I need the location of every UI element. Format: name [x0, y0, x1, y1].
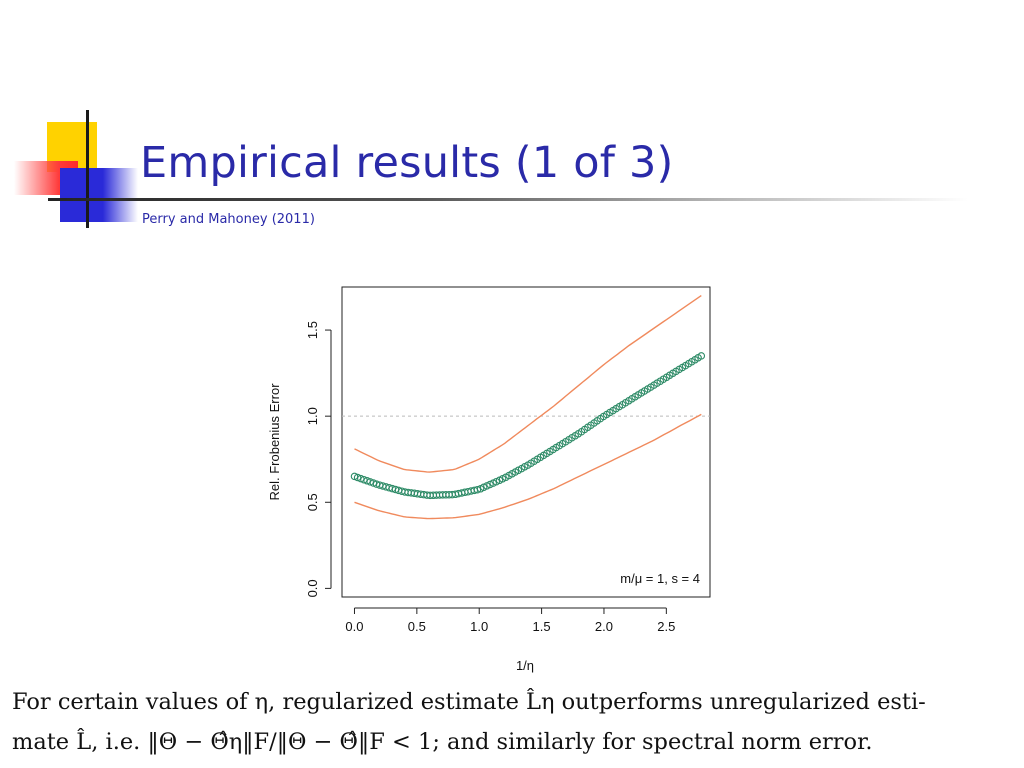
decor-vertical-rule [86, 110, 89, 228]
x-tick-label: 1.0 [470, 619, 488, 634]
x-tick-label: 2.5 [657, 619, 675, 634]
x-tick-label: 1.5 [533, 619, 551, 634]
title-underline-rule [48, 198, 968, 201]
plot-frame [341, 286, 711, 598]
y-tick-label: 1.0 [305, 407, 320, 425]
data-point [353, 473, 362, 482]
x-tick-label: 2.0 [595, 619, 613, 634]
chart-annotation: m/μ = 1, s = 4 [620, 571, 700, 586]
y-tick-label: 0.0 [305, 579, 320, 597]
data-point [360, 475, 368, 484]
caption-line-1: For certain values of η, regularized est… [12, 689, 926, 715]
data-point [697, 352, 706, 360]
band-line-2 [354, 413, 702, 520]
data-point [366, 478, 374, 486]
slide-title: Empirical results (1 of 3) [140, 138, 674, 188]
band-line-1 [354, 295, 702, 473]
slide-subtitle: Perry and Mahoney (2011) [142, 212, 315, 227]
x-axis-label: 1/η [516, 658, 534, 673]
relative-error-chart: 0.0 0.5 1.0 1.5 2.0 2.5 0.0 0.5 1.0 1.5 m/μ = 1, … [267, 286, 711, 673]
caption-line-2: mate L̂, i.e. ‖Θ − Θ̂η‖F/‖Θ − Θ̂‖F < 1; … [12, 729, 873, 755]
x-tick-label: 0.5 [408, 619, 426, 634]
y-tick-label: 1.5 [305, 321, 320, 339]
x-tick-label: 0.0 [345, 619, 363, 634]
slide-caption: For certain values of η, regularized est… [12, 682, 1012, 762]
y-tick-label: 0.5 [305, 493, 320, 511]
data-point [473, 485, 482, 494]
y-axis-label: Rel. Frobenius Error [267, 383, 282, 501]
decor-blue-square [60, 168, 138, 222]
